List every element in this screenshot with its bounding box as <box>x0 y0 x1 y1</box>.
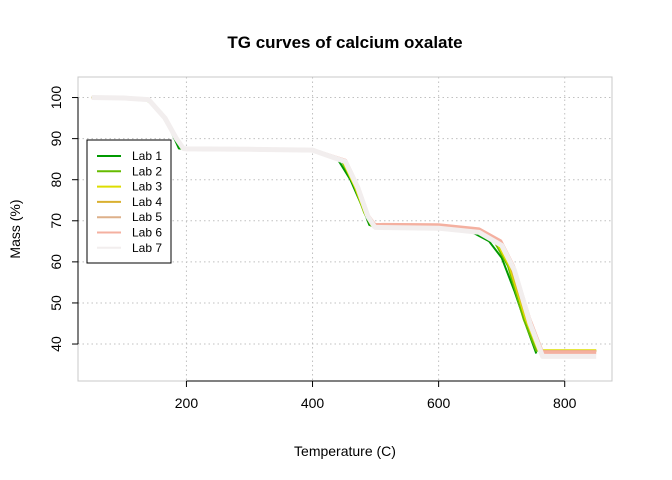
legend-label: Lab 7 <box>132 241 162 255</box>
legend-label: Lab 3 <box>132 180 162 194</box>
x-tick-label: 200 <box>175 395 199 411</box>
y-tick-label: 100 <box>48 86 64 110</box>
y-tick-label: 90 <box>48 131 64 147</box>
axes: 200 400 600 800 40 50 60 70 80 90 100 <box>48 86 577 411</box>
legend-label: Lab 2 <box>132 164 162 178</box>
x-tick-label: 400 <box>301 395 325 411</box>
legend-label: Lab 4 <box>132 195 162 209</box>
y-tick-label: 70 <box>48 213 64 229</box>
y-tick-label: 50 <box>48 295 64 311</box>
legend-label: Lab 6 <box>132 226 162 240</box>
x-tick-label: 800 <box>553 395 577 411</box>
legend-label: Lab 5 <box>132 210 162 224</box>
chart-title: TG curves of calcium oxalate <box>227 33 462 52</box>
y-axis-label: Mass (%) <box>7 199 23 258</box>
grid <box>78 77 612 381</box>
y-tick-label: 40 <box>48 336 64 352</box>
series-line-7 <box>91 95 597 359</box>
y-tick-label: 60 <box>48 254 64 270</box>
x-axis-label: Temperature (C) <box>294 443 396 459</box>
series-layer <box>91 95 597 359</box>
x-tick-label: 600 <box>427 395 451 411</box>
y-tick-label: 80 <box>48 172 64 188</box>
legend-label: Lab 1 <box>132 149 162 163</box>
